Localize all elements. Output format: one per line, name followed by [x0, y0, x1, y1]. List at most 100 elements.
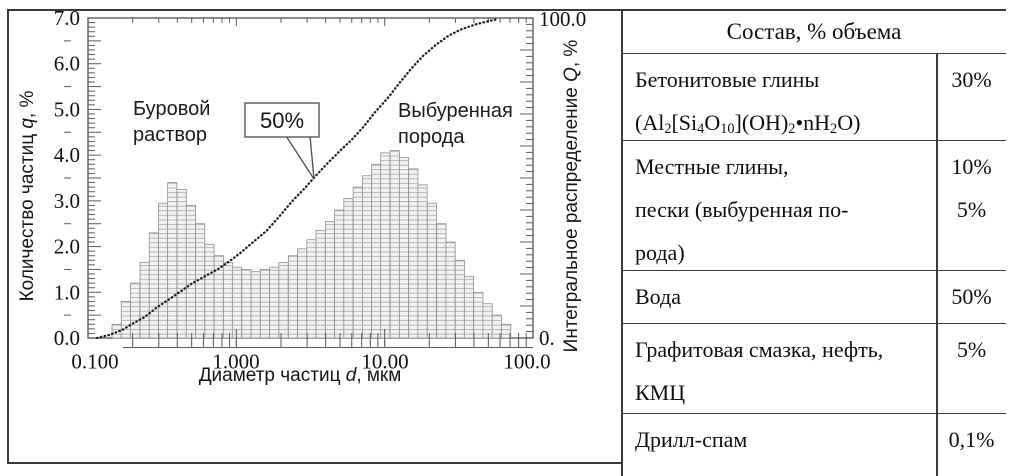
- table-cell-component: Местные глины, пески (выбуренная по-рода): [635, 145, 931, 274]
- y-right-title-symbol: Q: [561, 67, 582, 82]
- y-right-title-text: Интегральное распределение: [561, 82, 582, 352]
- table-header: Состав, % объема: [726, 19, 902, 44]
- table-cell-component: Бетонитовые глины (Al2[Si4O10](OH)2•nH2O): [635, 58, 931, 151]
- histogram-bar: [324, 221, 336, 339]
- table-cell-percentage: 30%: [937, 58, 1006, 101]
- annotation-drilling-mud-line1: Буровой: [133, 98, 210, 120]
- formula-text: O: [704, 110, 721, 135]
- y-left-tick-label: 3.0: [54, 189, 80, 213]
- y-left-tick-label: 0.0: [54, 326, 80, 350]
- histogram-bar: [315, 230, 326, 339]
- table-value-line: 5%: [956, 197, 987, 222]
- y-left-title-text: Количество частиц: [17, 129, 38, 302]
- y-left-title-symbol: q: [17, 118, 38, 129]
- table-label-line: (Al2[Si4O10](OH)2•nH2O): [635, 101, 931, 151]
- table-label-line: Дрилл-спам: [635, 427, 748, 452]
- x-title-unit: , мкм: [356, 365, 401, 386]
- table-row: Местные глины, пески (выбуренная по-рода)…: [622, 140, 1006, 270]
- y-left-tick-label: 4.0: [54, 143, 80, 167]
- histogram-bar: [454, 259, 465, 339]
- histogram-bar: [222, 262, 234, 339]
- outer-left-border: [7, 9, 9, 463]
- y-left-title-unit: , %: [17, 90, 38, 118]
- histogram-bars: [111, 150, 512, 339]
- callout-50-percent: 50%: [244, 102, 320, 180]
- histogram-bar: [362, 175, 373, 339]
- table-cell-percentage: 10% 5%: [937, 145, 1006, 231]
- histogram-bar: [417, 184, 428, 339]
- x-tick-label: 100.0: [503, 350, 550, 374]
- y-left-tick-label: 2.0: [54, 235, 80, 259]
- histogram-bar: [241, 269, 252, 339]
- y-right-axis-title: Интегральное распределение Q, %: [561, 40, 582, 353]
- histogram-bar: [408, 168, 419, 339]
- histogram-bar: [231, 266, 243, 339]
- table-value-line: 0,1%: [948, 427, 995, 452]
- histogram-bar: [463, 275, 474, 339]
- table-row: Графитовая смазка, нефть, КМЦ 5%: [622, 323, 1006, 413]
- histogram-bar: [158, 202, 169, 339]
- x-tick-label: 1.000: [212, 350, 259, 374]
- table-label-line: Графитовая смазка, нефть,: [635, 337, 884, 362]
- histogram-bar: [148, 232, 159, 339]
- table-cell-component: Графитовая смазка, нефть, КМЦ: [635, 328, 931, 414]
- table-label-line: Бетонитовые глины: [635, 67, 820, 92]
- axis-tick-labels: 0.0 1.0 2.0 3.0 4.0 5.0 6.0 7.0 0.100 1.000 10.00 1…: [54, 6, 587, 374]
- table-row: Дрилл-спам 0,1%: [622, 413, 1006, 476]
- table-cell-percentage: 0,1%: [937, 418, 1006, 461]
- table-value-line: 5%: [956, 337, 987, 362]
- table-column-separator: [936, 53, 938, 476]
- annotation-cuttings-line2: порода: [398, 126, 465, 148]
- histogram-bar: [278, 262, 289, 339]
- table-cell-percentage: 50%: [937, 275, 1006, 318]
- table-label-line: рода): [635, 240, 685, 265]
- outer-top-border: [7, 9, 1006, 12]
- histogram-bar: [426, 202, 437, 339]
- table-cell-component: Дрилл-спам: [635, 418, 931, 461]
- axis-ticks: [64, 18, 533, 348]
- composition-table: Состав, % объема Бетонитовые глины (Al2[S…: [622, 0, 1006, 476]
- y-left-tick-label: 6.0: [54, 52, 80, 76]
- table-row: Бетонитовые глины (Al2[Si4O10](OH)2•nH2O)…: [622, 53, 1006, 140]
- histogram-bar: [371, 163, 382, 339]
- formula-text: O): [837, 110, 861, 135]
- formula-text: [Si: [671, 110, 698, 135]
- y-right-tick-label: 100.0: [539, 7, 586, 31]
- histogram-bar: [398, 157, 410, 339]
- histogram-bar: [380, 152, 391, 339]
- x-title-symbol: d: [346, 365, 358, 386]
- table-label-line: Местные глины,: [635, 154, 789, 179]
- callout-label: 50%: [260, 108, 304, 133]
- table-value-line: 50%: [951, 284, 992, 309]
- histogram-bar: [130, 282, 141, 339]
- histogram-bar: [473, 291, 484, 339]
- y-right-title-unit: , %: [561, 40, 582, 68]
- y-left-axis-title: Количество частиц q, %: [17, 90, 38, 301]
- histogram-bar: [250, 271, 261, 339]
- histogram-bar: [389, 150, 400, 339]
- histogram-bar: [259, 269, 271, 339]
- histogram-bar: [269, 266, 280, 339]
- formula-subscript: 4: [697, 121, 705, 138]
- x-title-text: Диаметр частиц: [199, 365, 346, 386]
- annotation-cuttings-line1: Выбуренная: [398, 100, 513, 122]
- histogram-bar: [482, 303, 493, 339]
- formula-subscript: 2: [664, 121, 672, 138]
- table-label-line: Вода: [635, 284, 681, 309]
- table-value-line: 30%: [951, 67, 992, 92]
- x-tick-label: 0.100: [71, 350, 118, 374]
- histogram-bar: [185, 205, 196, 339]
- formula-text: ](OH): [734, 110, 789, 135]
- histogram-bar: [436, 223, 447, 339]
- formula-text: (Al: [635, 110, 665, 135]
- formula-text: •nH: [795, 110, 831, 135]
- histogram-bar: [139, 262, 150, 339]
- histogram-bar: [306, 239, 317, 339]
- particle-size-chart: 0.0 1.0 2.0 3.0 4.0 5.0 6.0 7.0 0.100 1.000 10.00 1…: [17, 6, 587, 386]
- y-left-tick-label: 1.0: [54, 280, 80, 304]
- formula-subscript: 10: [720, 121, 735, 138]
- table-cell-component: Вода: [635, 275, 931, 318]
- histogram-bar: [204, 243, 215, 339]
- y-left-tick-label: 5.0: [54, 97, 80, 121]
- histogram-bar: [334, 209, 345, 339]
